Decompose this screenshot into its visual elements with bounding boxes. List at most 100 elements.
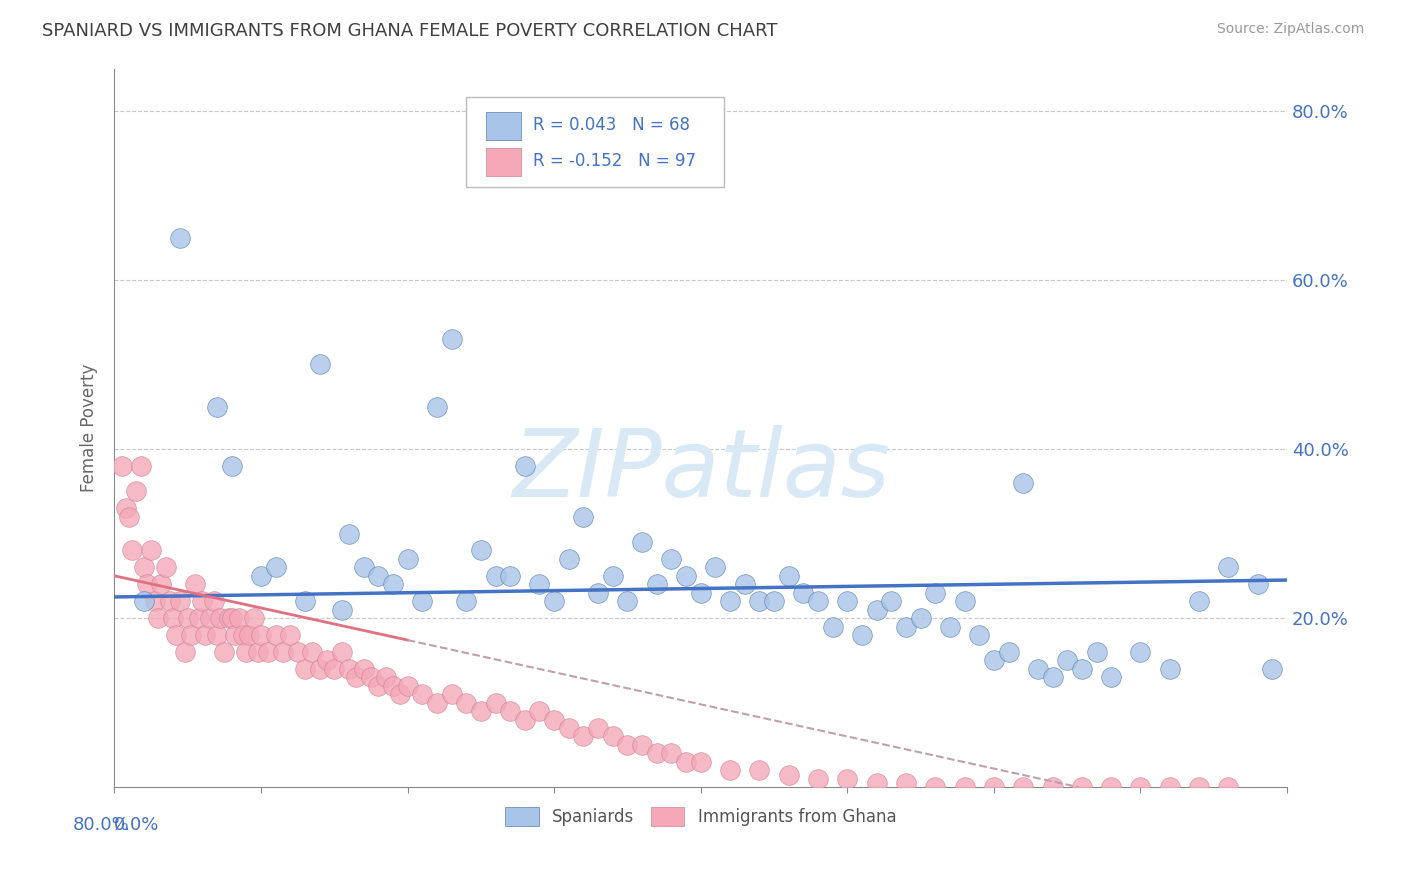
- Spaniards: [939, 619, 962, 633]
- Immigrants from Ghana: [150, 577, 173, 591]
- Spaniards: [631, 535, 654, 549]
- Immigrants from Ghana: [360, 670, 382, 684]
- Spaniards: [718, 594, 741, 608]
- Spaniards: [1026, 662, 1049, 676]
- Spaniards: [1012, 475, 1035, 490]
- Spaniards: [337, 526, 360, 541]
- Spaniards: [586, 585, 609, 599]
- Immigrants from Ghana: [162, 611, 184, 625]
- Immigrants from Ghana: [837, 772, 859, 786]
- Immigrants from Ghana: [264, 628, 287, 642]
- Immigrants from Ghana: [308, 662, 330, 676]
- Spaniards: [484, 569, 506, 583]
- Immigrants from Ghana: [323, 662, 346, 676]
- Spaniards: [330, 602, 353, 616]
- Immigrants from Ghana: [159, 594, 181, 608]
- Immigrants from Ghana: [807, 772, 830, 786]
- Immigrants from Ghana: [484, 696, 506, 710]
- Spaniards: [396, 552, 419, 566]
- Immigrants from Ghana: [224, 628, 246, 642]
- Immigrants from Ghana: [558, 721, 581, 735]
- Text: Source: ZipAtlas.com: Source: ZipAtlas.com: [1216, 22, 1364, 37]
- Spaniards: [440, 332, 463, 346]
- Immigrants from Ghana: [661, 747, 683, 761]
- Spaniards: [689, 585, 711, 599]
- Spaniards: [205, 400, 228, 414]
- Immigrants from Ghana: [1218, 780, 1240, 794]
- Immigrants from Ghana: [242, 611, 264, 625]
- Immigrants from Ghana: [139, 543, 162, 558]
- Immigrants from Ghana: [513, 713, 536, 727]
- Spaniards: [924, 585, 946, 599]
- Text: 0.0%: 0.0%: [114, 816, 160, 834]
- Immigrants from Ghana: [173, 645, 195, 659]
- Immigrants from Ghana: [278, 628, 301, 642]
- FancyBboxPatch shape: [467, 97, 724, 187]
- Spaniards: [997, 645, 1019, 659]
- Bar: [486, 112, 522, 140]
- Spaniards: [880, 594, 903, 608]
- Text: R = 0.043   N = 68: R = 0.043 N = 68: [533, 116, 690, 134]
- Immigrants from Ghana: [232, 628, 254, 642]
- Immigrants from Ghana: [389, 687, 412, 701]
- Spaniards: [865, 602, 887, 616]
- Immigrants from Ghana: [132, 560, 155, 574]
- Immigrants from Ghana: [115, 501, 138, 516]
- Immigrants from Ghana: [470, 704, 492, 718]
- Immigrants from Ghana: [367, 679, 389, 693]
- Immigrants from Ghana: [602, 730, 624, 744]
- Immigrants from Ghana: [145, 594, 167, 608]
- Immigrants from Ghana: [374, 670, 396, 684]
- Immigrants from Ghana: [426, 696, 449, 710]
- Y-axis label: Female Poverty: Female Poverty: [80, 364, 98, 492]
- Spaniards: [894, 619, 917, 633]
- Spaniards: [983, 653, 1005, 667]
- Immigrants from Ghana: [631, 738, 654, 752]
- Immigrants from Ghana: [440, 687, 463, 701]
- Immigrants from Ghana: [214, 645, 236, 659]
- Spaniards: [967, 628, 990, 642]
- Spaniards: [734, 577, 756, 591]
- Spaniards: [910, 611, 932, 625]
- Immigrants from Ghana: [396, 679, 419, 693]
- Immigrants from Ghana: [953, 780, 976, 794]
- Spaniards: [1218, 560, 1240, 574]
- Spaniards: [953, 594, 976, 608]
- Immigrants from Ghana: [381, 679, 404, 693]
- Spaniards: [132, 594, 155, 608]
- Spaniards: [250, 569, 273, 583]
- Spaniards: [169, 230, 191, 244]
- Spaniards: [704, 560, 727, 574]
- Immigrants from Ghana: [228, 611, 250, 625]
- Immigrants from Ghana: [118, 509, 141, 524]
- Immigrants from Ghana: [337, 662, 360, 676]
- Immigrants from Ghana: [353, 662, 375, 676]
- Spaniards: [1188, 594, 1211, 608]
- Spaniards: [513, 458, 536, 473]
- Immigrants from Ghana: [689, 755, 711, 769]
- Spaniards: [456, 594, 478, 608]
- Immigrants from Ghana: [176, 611, 198, 625]
- Immigrants from Ghana: [188, 611, 211, 625]
- Immigrants from Ghana: [411, 687, 433, 701]
- Spaniards: [1159, 662, 1181, 676]
- Spaniards: [572, 509, 595, 524]
- Spaniards: [661, 552, 683, 566]
- Spaniards: [411, 594, 433, 608]
- Spaniards: [1042, 670, 1064, 684]
- Spaniards: [748, 594, 770, 608]
- Spaniards: [602, 569, 624, 583]
- Spaniards: [426, 400, 449, 414]
- Immigrants from Ghana: [235, 645, 257, 659]
- Immigrants from Ghana: [894, 776, 917, 790]
- Text: R = -0.152   N = 97: R = -0.152 N = 97: [533, 152, 696, 169]
- Legend: Spaniards, Immigrants from Ghana: Spaniards, Immigrants from Ghana: [499, 800, 903, 833]
- Immigrants from Ghana: [148, 611, 170, 625]
- Immigrants from Ghana: [111, 458, 134, 473]
- Spaniards: [1099, 670, 1122, 684]
- Spaniards: [1085, 645, 1108, 659]
- Immigrants from Ghana: [301, 645, 323, 659]
- Bar: [486, 147, 522, 177]
- Spaniards: [616, 594, 638, 608]
- Immigrants from Ghana: [129, 458, 152, 473]
